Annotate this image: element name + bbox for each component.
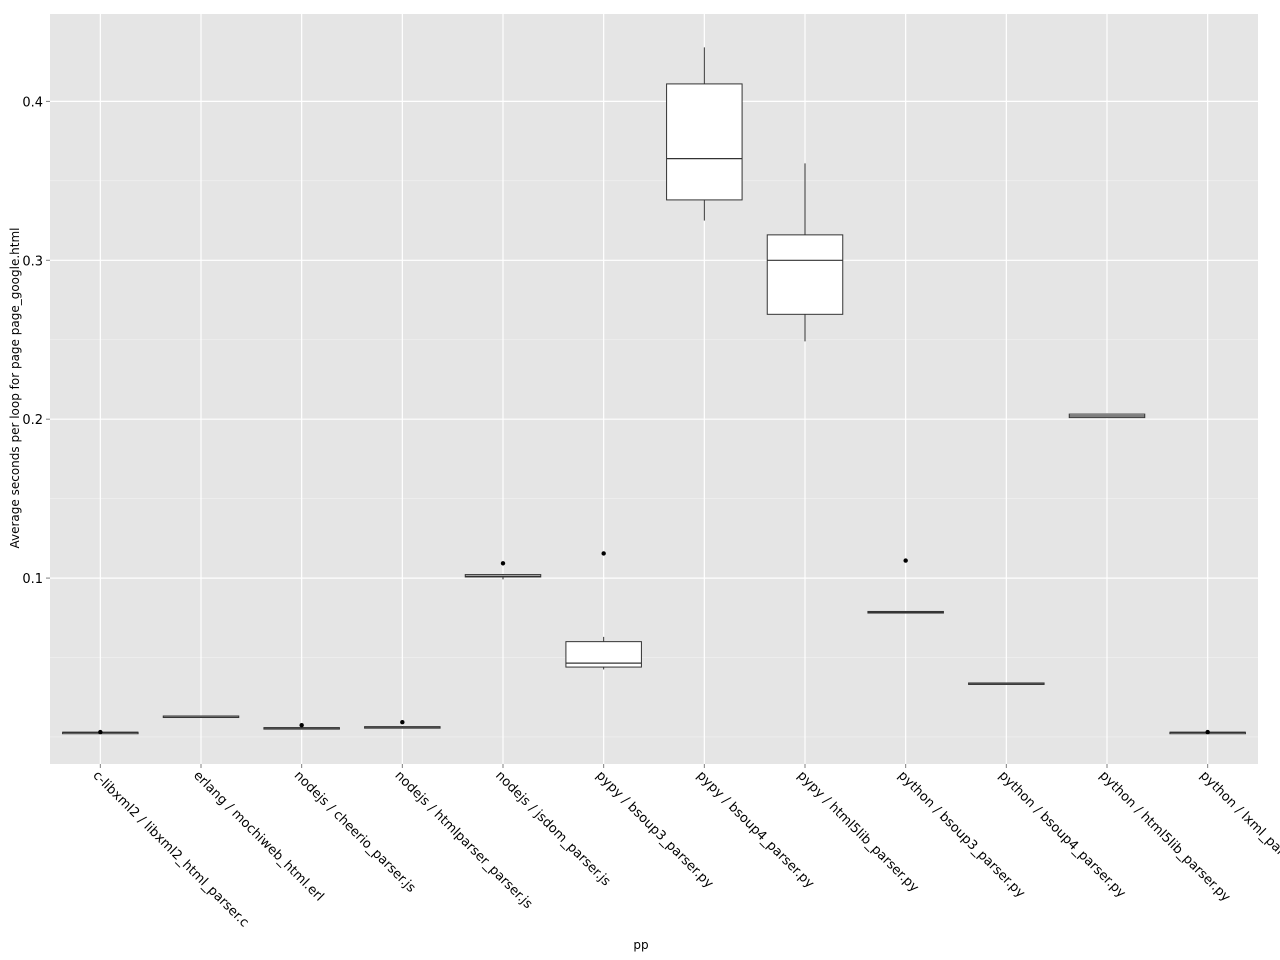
box-5 [464, 561, 542, 580]
y-axis-ticks: 0.1 0.2 0.3 0.4 [22, 95, 50, 587]
outlier-point [500, 561, 506, 566]
grid-lines [50, 14, 1258, 764]
x-tick-label: pypy / bsoup4_parser.py [694, 768, 817, 891]
outlier-point [98, 729, 103, 735]
box-4 [364, 720, 441, 729]
box-12 [1169, 729, 1246, 735]
plot-panel [50, 14, 1258, 764]
y-tick-label: 0.1 [22, 572, 43, 587]
outlier-point [601, 551, 606, 556]
box-iqr [666, 83, 743, 201]
y-tick-label: 0.3 [22, 254, 43, 269]
box-iqr [766, 234, 844, 315]
outlier-point [299, 723, 304, 728]
outlier-point [400, 720, 405, 725]
box-6 [565, 551, 642, 670]
x-axis-title: pp [633, 938, 648, 952]
box-series [62, 47, 1246, 735]
box-9 [867, 558, 944, 614]
y-tick-label: 0.2 [22, 413, 43, 428]
x-tick-label: python / lxml_parser.py [1197, 768, 1280, 887]
x-axis-ticks: c-libxml2 / libxml2_html_parser.cerlang … [90, 764, 1280, 930]
box-1 [62, 729, 139, 735]
box-2 [162, 715, 240, 719]
box-3 [263, 723, 340, 730]
y-tick-label: 0.4 [22, 95, 43, 110]
x-tick-label: c-libxml2 / libxml2_html_parser.c [90, 768, 252, 930]
box-11 [1068, 413, 1146, 419]
x-tick-label: pypy / bsoup3_parser.py [593, 768, 716, 891]
box-10 [968, 682, 1045, 685]
box-7 [666, 47, 743, 221]
y-axis-title: Average seconds per loop for page page_g… [8, 227, 22, 548]
outlier-point [1205, 729, 1210, 735]
outlier-point [903, 558, 908, 563]
box-8 [766, 163, 844, 342]
x-tick-label: nodejs / jsdom_parser.js [492, 768, 613, 889]
